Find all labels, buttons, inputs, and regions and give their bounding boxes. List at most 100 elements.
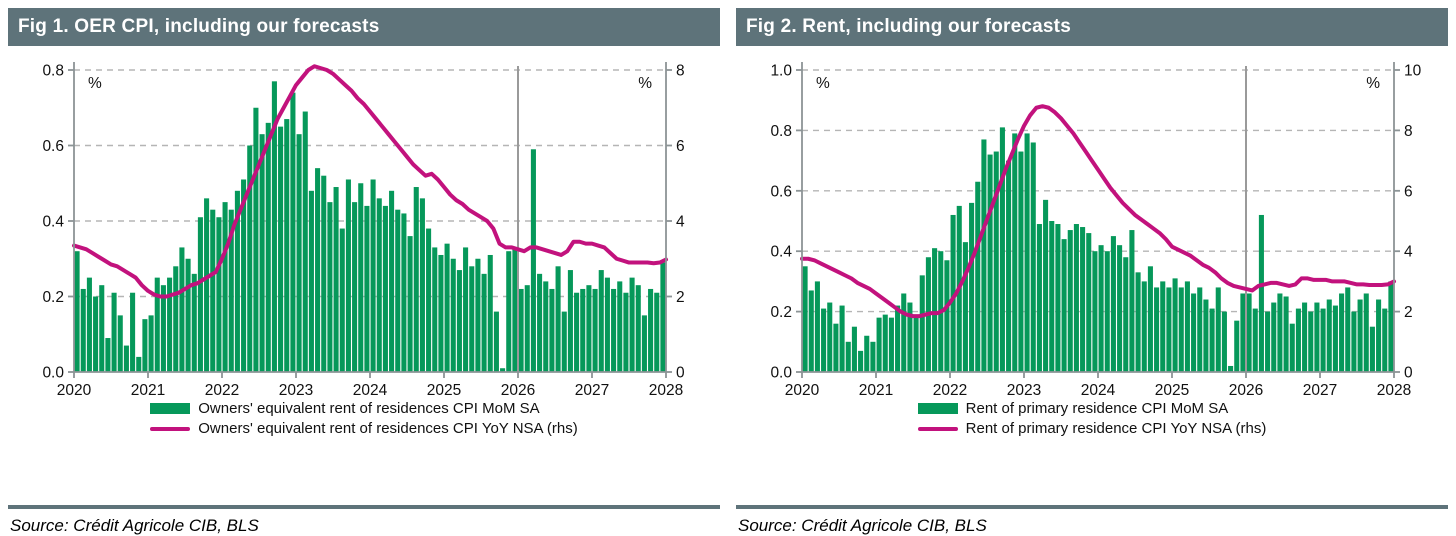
bar — [1234, 320, 1240, 372]
bar — [1123, 257, 1129, 372]
bar — [1166, 287, 1172, 372]
bar — [1228, 365, 1234, 372]
bar — [932, 248, 938, 372]
bar — [204, 198, 210, 372]
bar-swatch-icon — [917, 403, 958, 414]
bar — [833, 323, 839, 372]
bar — [321, 175, 327, 372]
bar — [660, 262, 666, 372]
bar — [1258, 214, 1264, 372]
bar — [228, 209, 234, 372]
svg-text:2027: 2027 — [1303, 382, 1337, 398]
bar — [1382, 308, 1388, 372]
bar — [907, 302, 913, 372]
svg-text:2028: 2028 — [1377, 382, 1411, 398]
bar — [1129, 230, 1135, 372]
fig2-footer: Source: Crédit Agricole CIB, BLS — [736, 505, 1448, 536]
bar — [1012, 133, 1018, 372]
yoy-line-series — [72, 64, 668, 299]
bar — [1030, 142, 1036, 372]
bar — [1067, 230, 1073, 372]
bar — [99, 285, 105, 372]
gridlines — [74, 69, 666, 298]
bar — [1098, 245, 1104, 372]
bar — [524, 285, 530, 372]
bar — [592, 288, 598, 372]
bar — [1160, 281, 1166, 372]
bar — [432, 247, 438, 372]
bar — [1184, 281, 1190, 372]
bar — [1283, 296, 1289, 372]
bar — [1351, 311, 1357, 372]
bar — [1388, 281, 1394, 372]
svg-text:10: 10 — [1404, 63, 1422, 80]
svg-text:0.0: 0.0 — [42, 365, 64, 382]
fig2-legend-label-yoy: Rent of primary residence CPI YoY NSA (r… — [965, 420, 1267, 437]
bar — [1178, 287, 1184, 372]
bar — [839, 305, 845, 372]
bar — [259, 134, 265, 372]
bar — [1147, 266, 1153, 372]
fig1-legend-label-mom: Owners' equivalent rent of residences CP… — [198, 400, 540, 417]
bar — [993, 151, 999, 372]
bar — [1006, 160, 1012, 372]
bar — [530, 149, 536, 372]
bar — [376, 198, 382, 372]
bar — [1345, 287, 1351, 372]
bar — [586, 285, 592, 372]
bar — [1215, 287, 1221, 372]
bar — [876, 317, 882, 372]
bar — [1376, 299, 1382, 372]
bar — [401, 213, 407, 372]
svg-text:0.8: 0.8 — [770, 123, 792, 140]
bar — [1172, 278, 1178, 372]
bar — [895, 305, 901, 372]
svg-text:2026: 2026 — [501, 382, 535, 398]
bar — [611, 288, 617, 372]
bar — [154, 277, 160, 373]
bar — [419, 198, 425, 372]
bar — [999, 127, 1005, 372]
bar — [1209, 308, 1215, 372]
bar — [1326, 299, 1332, 372]
bar — [1055, 224, 1061, 372]
bar — [506, 251, 512, 372]
axis-labels: 0.0 0.2 0.4 0.6 0.8 1.0 0 2 4 6 8 10 2020 2021 2022 202… — [770, 63, 1421, 399]
bar — [617, 281, 623, 372]
bar — [395, 209, 401, 372]
line-swatch-icon — [150, 426, 191, 431]
bar — [537, 273, 543, 372]
svg-text:1.0: 1.0 — [770, 63, 792, 80]
bar — [1369, 326, 1375, 372]
svg-text:2021: 2021 — [859, 382, 893, 398]
svg-text:2024: 2024 — [1081, 382, 1116, 398]
bar — [1289, 323, 1295, 372]
bar — [456, 270, 462, 372]
svg-text:2022: 2022 — [933, 382, 967, 398]
svg-text:2025: 2025 — [427, 382, 461, 398]
bar — [1357, 299, 1363, 372]
bar — [407, 236, 413, 372]
bar — [1080, 227, 1086, 372]
bar — [364, 205, 370, 372]
bar — [370, 179, 376, 372]
bar — [1024, 133, 1030, 372]
line-swatch-icon — [917, 426, 958, 431]
svg-text:0: 0 — [676, 365, 685, 382]
bar — [981, 139, 987, 372]
bar — [851, 326, 857, 372]
bar — [598, 270, 604, 372]
fig1-legend-item-mom: Owners' equivalent rent of residences CP… — [150, 400, 540, 417]
bar — [1036, 224, 1042, 372]
bar — [86, 277, 92, 373]
bar — [1018, 151, 1024, 372]
svg-text:8: 8 — [676, 63, 685, 80]
bar — [629, 277, 635, 373]
bar — [105, 338, 111, 372]
bar — [234, 190, 240, 372]
bar — [858, 350, 864, 372]
bar — [296, 134, 302, 372]
axis-labels: 0.0 0.2 0.4 0.6 0.8 0 2 4 6 8 2020 2021 2022 2023 2024… — [42, 63, 685, 399]
bar — [512, 247, 518, 372]
bar — [382, 205, 388, 372]
